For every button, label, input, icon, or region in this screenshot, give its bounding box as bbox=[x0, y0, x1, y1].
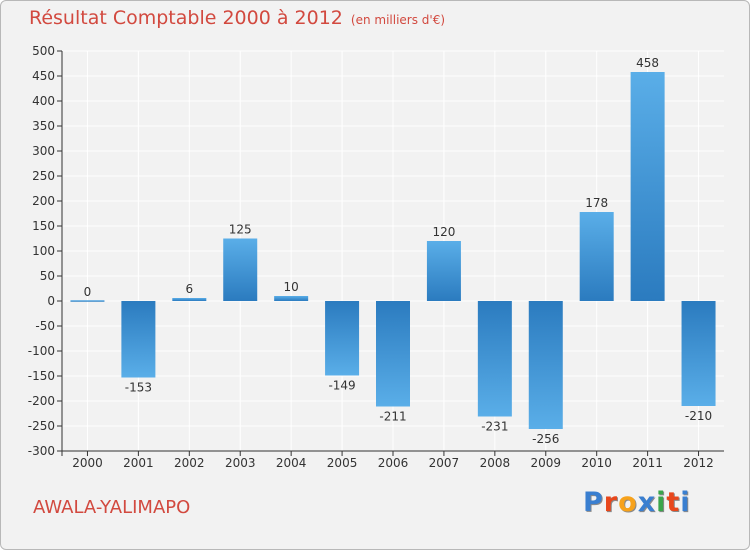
bar-layer bbox=[70, 72, 716, 429]
x-tick-label: 2009 bbox=[530, 456, 561, 470]
x-tick-label: 2012 bbox=[683, 456, 714, 470]
bar-value-label: -256 bbox=[532, 432, 559, 446]
x-tick-label: 2011 bbox=[632, 456, 663, 470]
logo-letter: o bbox=[618, 487, 638, 518]
x-tick-label: 2010 bbox=[581, 456, 612, 470]
chart-title-text: Résultat Comptable 2000 à 2012 bbox=[29, 7, 343, 29]
y-tick-label: -250 bbox=[28, 419, 55, 433]
bar-2012 bbox=[681, 301, 716, 406]
logo-letter: i bbox=[680, 487, 691, 518]
bar-value-label: 120 bbox=[432, 225, 455, 239]
bar-2000 bbox=[70, 300, 105, 302]
y-tick-label: 250 bbox=[32, 169, 55, 183]
bar-2007 bbox=[426, 241, 461, 301]
bar-2006 bbox=[376, 301, 410, 407]
y-tick-label: -150 bbox=[28, 369, 55, 383]
y-tick-label: 450 bbox=[32, 69, 55, 83]
x-tick-label: 2004 bbox=[276, 456, 307, 470]
bar-value-label: 0 bbox=[84, 285, 92, 299]
bar-2004 bbox=[274, 296, 309, 301]
axis-layer bbox=[57, 50, 724, 456]
chart-subtitle: (en milliers d'€) bbox=[350, 13, 446, 27]
bar-2008 bbox=[477, 301, 512, 417]
y-tick-label: 50 bbox=[40, 269, 55, 283]
bar-value-label: -153 bbox=[125, 381, 152, 395]
x-tick-label: 2008 bbox=[480, 456, 511, 470]
logo-letter: i bbox=[656, 487, 667, 518]
logo-letter: t bbox=[666, 487, 681, 518]
label-layer: 500450400350300250200150100500-50-100-15… bbox=[28, 44, 714, 470]
bar-2002 bbox=[172, 298, 207, 301]
x-tick-label: 2001 bbox=[123, 456, 154, 470]
bar-2003 bbox=[223, 238, 258, 301]
bar-value-label: 6 bbox=[185, 282, 193, 296]
y-tick-label: -50 bbox=[35, 319, 55, 333]
location-label: AWALA-YALIMAPO bbox=[33, 497, 191, 518]
x-tick-label: 2007 bbox=[429, 456, 460, 470]
y-tick-label: 500 bbox=[32, 44, 55, 58]
bar-2005 bbox=[325, 301, 360, 376]
y-tick-label: 150 bbox=[32, 219, 55, 233]
bar-value-label: -231 bbox=[481, 420, 508, 434]
y-tick-label: 400 bbox=[32, 94, 55, 108]
logo-letter: P bbox=[583, 487, 604, 518]
bar-value-label: 458 bbox=[636, 56, 659, 70]
logo-letter: x bbox=[637, 487, 657, 518]
bar-2010 bbox=[579, 212, 614, 301]
x-tick-label: 2006 bbox=[378, 456, 409, 470]
x-tick-label: 2002 bbox=[174, 456, 205, 470]
y-tick-label: -200 bbox=[28, 394, 55, 408]
y-tick-label: 300 bbox=[32, 144, 55, 158]
bar-value-label: -211 bbox=[379, 410, 406, 424]
y-tick-label: 200 bbox=[32, 194, 55, 208]
bar-2009 bbox=[528, 301, 563, 429]
y-tick-label: -300 bbox=[28, 444, 55, 458]
bar-value-label: -149 bbox=[328, 379, 355, 393]
bar-value-label: 125 bbox=[229, 223, 252, 237]
x-tick-label: 2003 bbox=[225, 456, 256, 470]
x-tick-label: 2000 bbox=[72, 456, 103, 470]
x-tick-label: 2005 bbox=[327, 456, 358, 470]
bar-value-label: -210 bbox=[685, 409, 712, 423]
bar-2011 bbox=[630, 72, 665, 301]
y-tick-label: 100 bbox=[32, 244, 55, 258]
y-tick-label: -100 bbox=[28, 344, 55, 358]
bar-value-label: 178 bbox=[585, 196, 608, 210]
proxiti-logo: Proxiti bbox=[583, 487, 691, 518]
logo-letter: r bbox=[603, 487, 619, 518]
y-tick-label: 350 bbox=[32, 119, 55, 133]
y-tick-label: 0 bbox=[47, 294, 55, 308]
chart-title: Résultat Comptable 2000 à 2012 (en millie… bbox=[29, 7, 445, 29]
bar-2001 bbox=[121, 301, 156, 378]
bar-value-label: 10 bbox=[284, 280, 299, 294]
